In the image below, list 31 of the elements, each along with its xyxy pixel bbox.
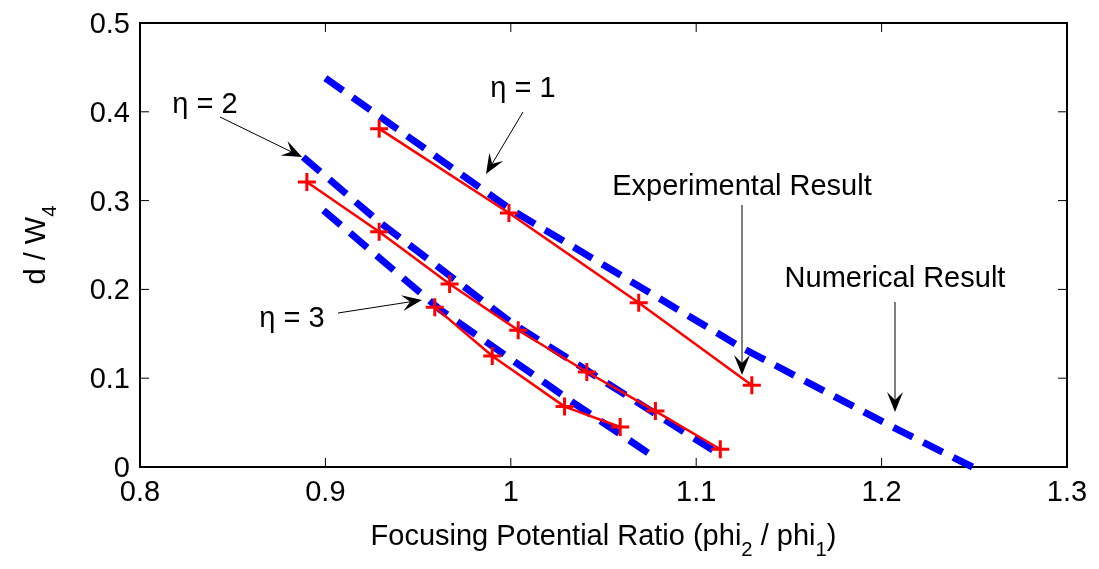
point (439, 273, 461, 295)
x-tick-label: 1.1 (676, 475, 717, 507)
x-axis-title: Focusing Potential Ratio (phi$_{2}$ / phi$_{1}$) (370, 519, 837, 560)
x-tick-label: 0.9 (305, 475, 346, 507)
y-tick-label: 0.5 (89, 7, 130, 39)
annotation: Numerical Result (784, 261, 1006, 293)
point (628, 292, 650, 314)
annotation: η = 1 (490, 71, 556, 103)
annotation: η = 3 (259, 301, 325, 333)
annotation: η = 2 (172, 87, 238, 119)
point (741, 374, 763, 396)
point (644, 400, 666, 422)
point (609, 416, 631, 438)
point (507, 319, 529, 341)
point (498, 202, 520, 224)
point (424, 296, 446, 318)
x-tick-label: 1.3 (1046, 475, 1088, 507)
point (709, 438, 731, 460)
point (368, 221, 390, 243)
point (576, 361, 598, 383)
point (481, 345, 503, 367)
annotation: Experimental Result (612, 169, 872, 201)
y-tick-label: 0.4 (89, 95, 130, 128)
y-tick-label: 0.1 (89, 362, 130, 395)
y-tick-label: 0.2 (89, 273, 130, 306)
x-tick-label: 1 (502, 475, 519, 507)
x-tick-label: 1.2 (861, 475, 902, 507)
point (554, 396, 576, 418)
point (296, 171, 318, 193)
point (368, 118, 390, 140)
y-tick-label: 0.3 (89, 184, 130, 217)
